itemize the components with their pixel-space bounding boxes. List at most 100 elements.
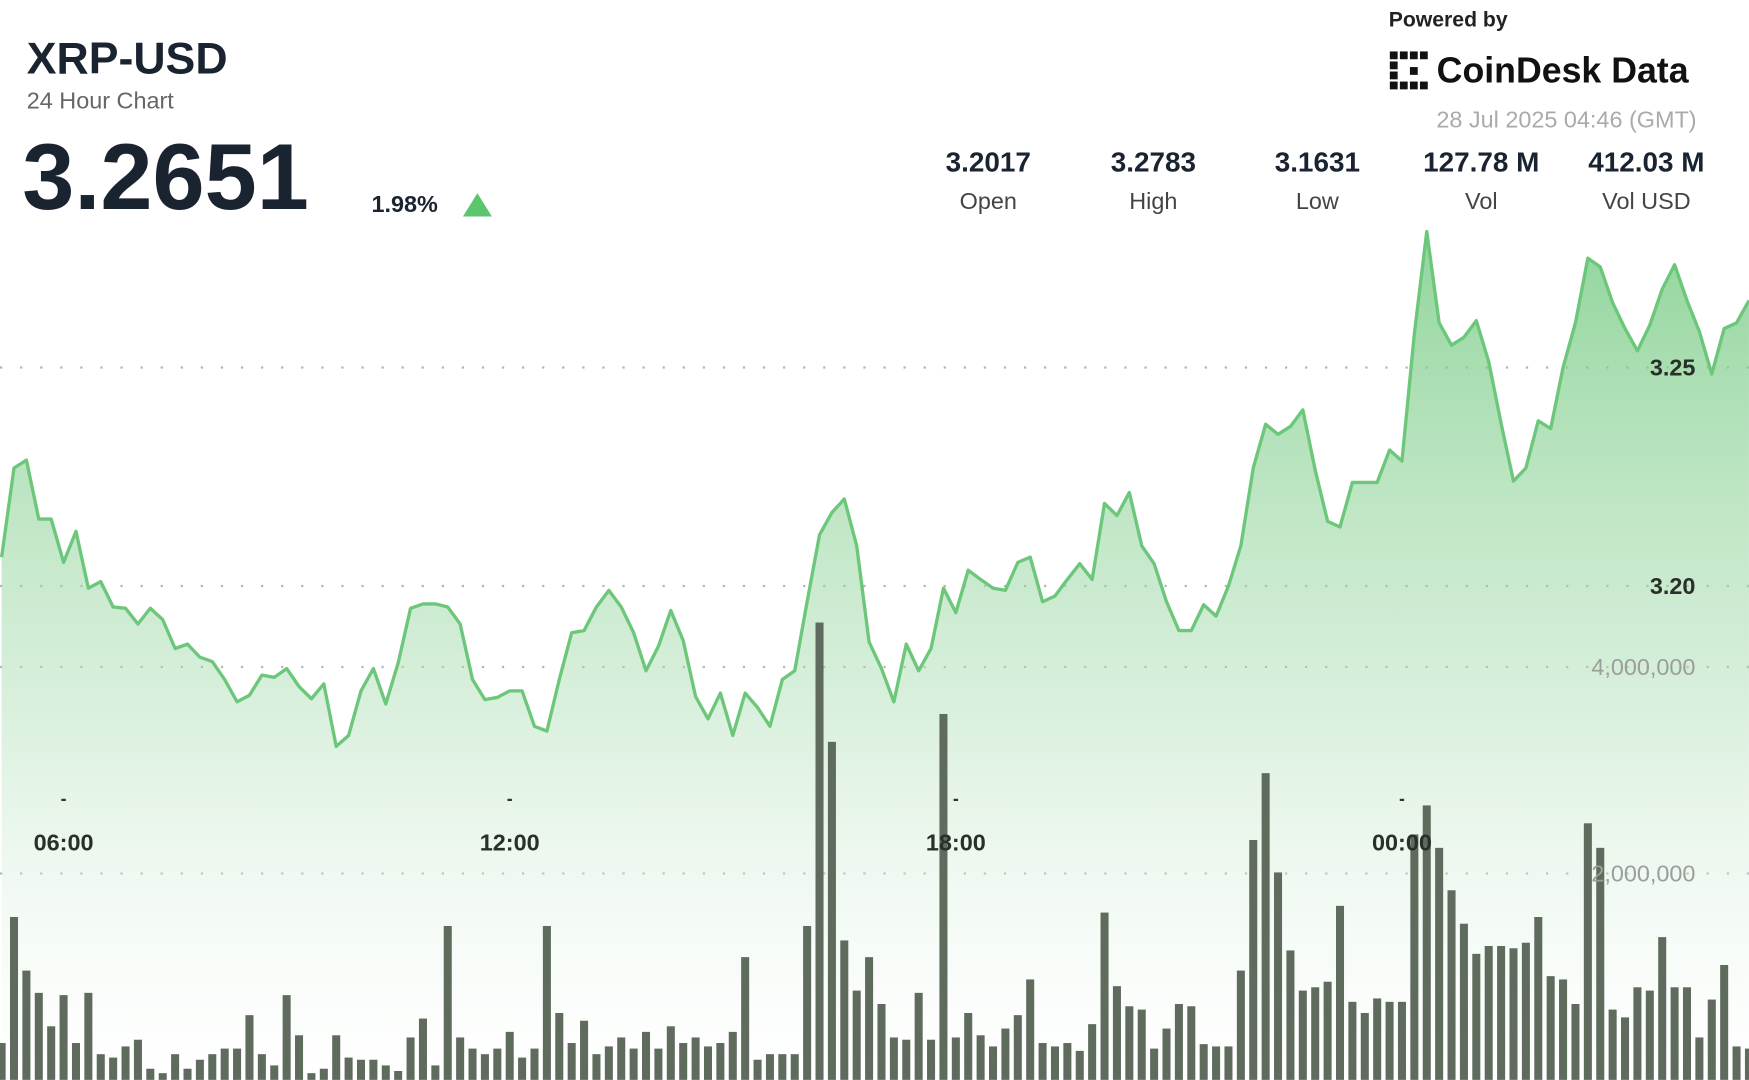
volume-bar <box>468 1048 477 1080</box>
volume-bar <box>1323 981 1332 1080</box>
volume-bar <box>1187 1006 1196 1080</box>
volume-bar <box>679 1043 688 1080</box>
volume-bar <box>121 1046 130 1080</box>
volume-bar <box>753 1059 762 1080</box>
stat-value: 3.2017 <box>946 146 1031 177</box>
volume-bar <box>1274 872 1283 1080</box>
x-tick-label: 12:00 <box>480 829 540 855</box>
volume-bar <box>1199 1044 1208 1080</box>
volume-bar <box>22 970 31 1080</box>
volume-bar <box>270 1065 279 1080</box>
volume-bar <box>1608 1009 1617 1080</box>
last-price: 3.2651 <box>22 124 309 229</box>
volume-bar <box>394 1070 403 1080</box>
volume-bar <box>84 992 93 1080</box>
volume-bar <box>654 1048 663 1080</box>
volume-bar <box>1311 987 1320 1080</box>
volume-bar <box>542 925 551 1080</box>
volume-bar <box>1633 987 1642 1080</box>
volume-bar <box>1174 1004 1183 1080</box>
volume-bar <box>865 957 874 1080</box>
volume-bar <box>1075 1050 1084 1080</box>
volume-bar <box>34 992 43 1080</box>
up-indicator <box>462 193 492 217</box>
volume-bar <box>1335 905 1345 1080</box>
volume-bar <box>1050 1046 1059 1080</box>
volume-bar <box>1459 923 1468 1080</box>
volume-bar <box>951 1037 960 1080</box>
volume-bar <box>567 1043 576 1080</box>
volume-bar <box>233 1048 242 1080</box>
volume-bar <box>840 940 849 1080</box>
volume-bar <box>592 1054 601 1080</box>
volume-bar <box>493 1048 502 1080</box>
brand-logo <box>1389 51 1428 90</box>
volume-bar <box>1435 847 1444 1080</box>
volume-bar <box>1497 946 1506 1080</box>
volume-bar <box>889 1037 898 1080</box>
stat-label: High <box>1129 188 1177 214</box>
volume-bar <box>1744 1048 1749 1080</box>
volume-bar <box>1261 773 1270 1080</box>
volume-bar <box>1112 986 1121 1080</box>
volume-bar <box>480 1054 489 1080</box>
x-tick-label: 00:00 <box>1372 829 1432 855</box>
y-tick-label: 3.25 <box>1650 354 1696 380</box>
volume-bar <box>1509 948 1518 1080</box>
volume-bar <box>1732 1046 1741 1080</box>
volume-bar <box>1026 979 1035 1080</box>
change: 1.98% <box>371 191 438 217</box>
volume-bar <box>765 1054 774 1080</box>
volume-bar <box>146 1068 155 1080</box>
stat-label: Open <box>960 188 1017 214</box>
volume-bar <box>1534 917 1543 1080</box>
volume-bar <box>1521 942 1530 1080</box>
volume-bar <box>1100 912 1109 1080</box>
volume-bar <box>369 1059 378 1080</box>
volume-bar <box>1621 1017 1630 1080</box>
volume-bar <box>1707 999 1716 1080</box>
x-tick-label: 06:00 <box>34 829 94 855</box>
volume-bar <box>988 1046 998 1080</box>
volume-bar <box>1150 1048 1159 1080</box>
y2-tick-label: 2,000,000 <box>1591 860 1695 886</box>
volume-bar <box>9 917 19 1080</box>
volume-bar <box>666 1026 675 1080</box>
volume-bar <box>183 1068 192 1080</box>
volume-bar <box>195 1059 204 1080</box>
volume-bar <box>220 1048 229 1080</box>
volume-bar <box>716 1043 725 1080</box>
volume-bar <box>71 1043 80 1080</box>
volume-bar <box>505 1031 514 1080</box>
volume-bar <box>295 1035 304 1080</box>
volume-bar <box>1162 1028 1171 1080</box>
volume-bars <box>0 622 1749 1080</box>
volume-bar <box>1583 823 1592 1080</box>
volume-bar <box>815 622 824 1080</box>
volume-bar <box>803 925 812 1080</box>
volume-bar <box>319 1068 328 1080</box>
volume-bar <box>1682 987 1692 1080</box>
volume-bar <box>418 1018 427 1080</box>
volume-bar <box>877 1004 886 1080</box>
volume-bar <box>1038 1043 1047 1080</box>
volume-bar <box>1385 1001 1394 1080</box>
volume-bar <box>604 1046 613 1080</box>
timestamp: 28 Jul 2025 04:46 (GMT) <box>1436 106 1696 132</box>
volume-bar <box>1137 1009 1146 1080</box>
volume-bar <box>530 1048 539 1080</box>
volume-bar <box>0 1043 6 1080</box>
volume-bar <box>1088 1024 1097 1080</box>
volume-bar <box>59 995 68 1080</box>
volume-bar <box>1360 1012 1369 1080</box>
volume-bar <box>1236 970 1245 1080</box>
chart-title: XRP-USD <box>27 35 228 84</box>
header: XRP-USD 24 Hour Chart 3.2651 1.98% Power… <box>22 9 1704 229</box>
volume-bar <box>1559 979 1568 1080</box>
volume-bar <box>1422 805 1431 1080</box>
plot: 06:00 12:00 18:00 00:00 3.20 3.25 2,000,000 4,0… <box>0 229 1749 1080</box>
volume-bar <box>518 1057 527 1080</box>
volume-bar <box>827 741 836 1080</box>
volume-bar <box>208 1054 217 1080</box>
volume-bar <box>1410 834 1419 1080</box>
